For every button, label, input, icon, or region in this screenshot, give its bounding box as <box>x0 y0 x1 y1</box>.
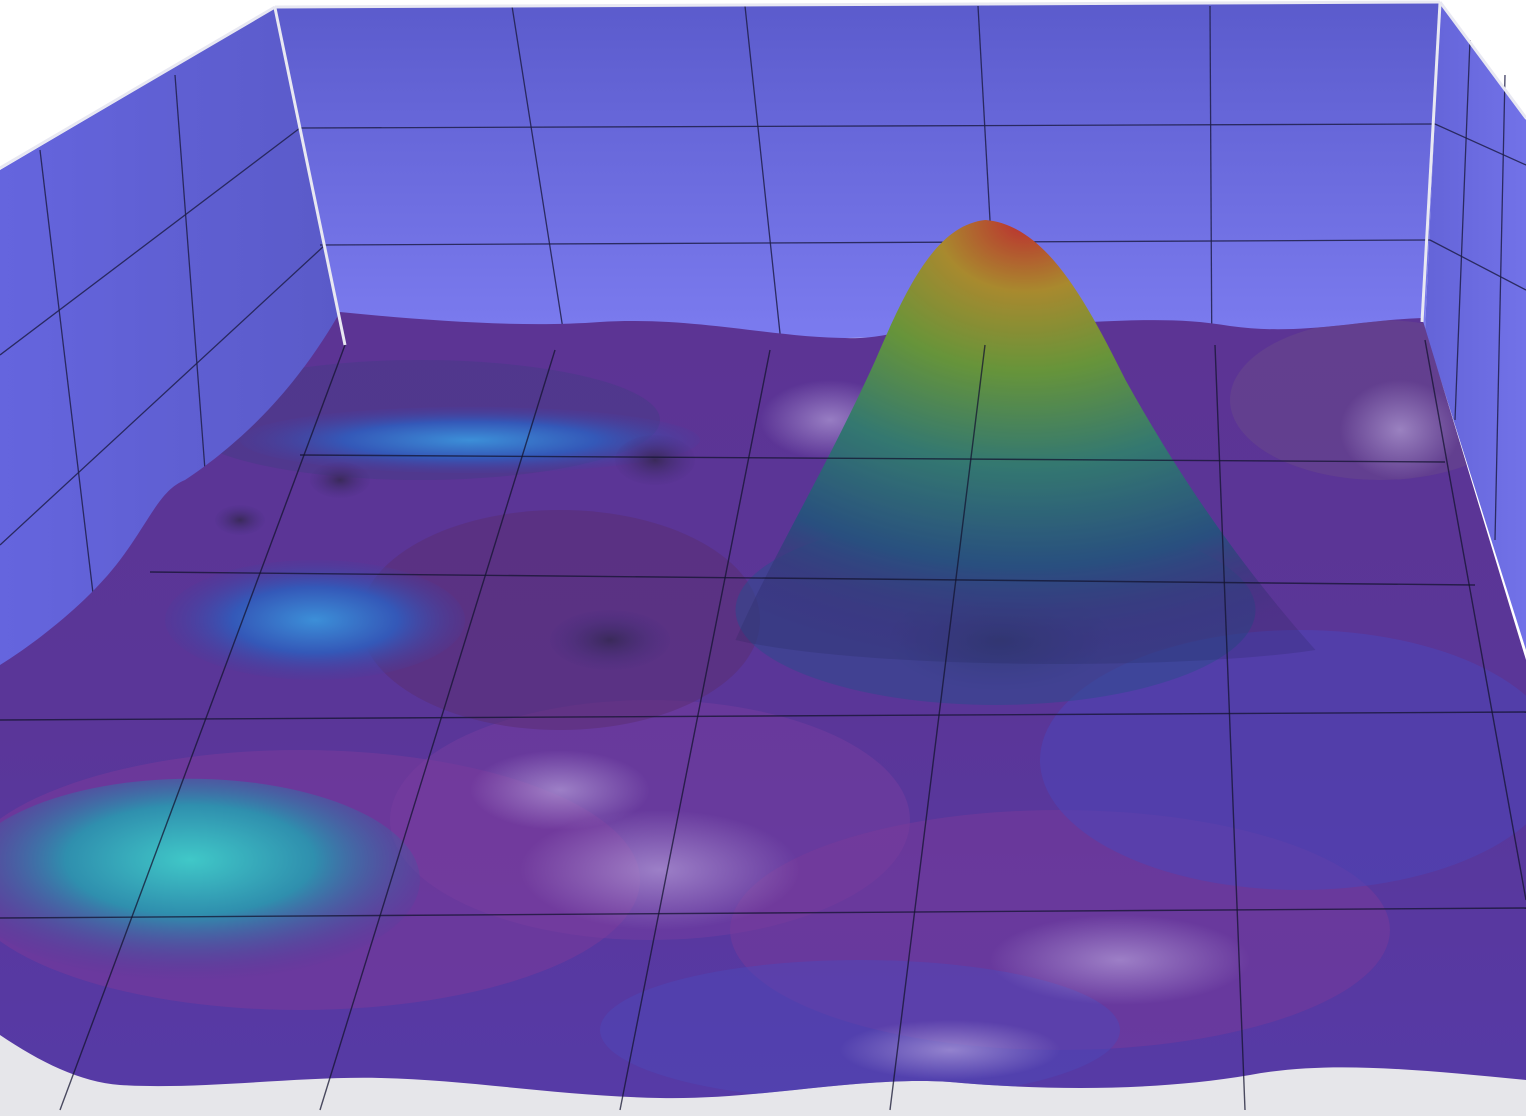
surface-shadow-0 <box>615 435 695 485</box>
floor-vline-4 <box>1214 344 1246 1111</box>
surface-glare-0 <box>520 810 800 930</box>
main-peak-shade <box>735 220 1316 664</box>
main-peak <box>735 220 1316 664</box>
peak-front-left <box>0 778 420 982</box>
surface-patch-4 <box>1040 630 1526 890</box>
data-surface <box>0 220 1526 1099</box>
surface-patch-3 <box>360 510 760 730</box>
left-wall <box>0 8 345 690</box>
back-wall-hline-1 <box>319 239 1431 246</box>
surface-shadow-1 <box>310 462 370 498</box>
floor-vline-0 <box>59 344 346 1111</box>
back-wall <box>275 3 1440 345</box>
back-wall-vline-3 <box>1209 5 1213 341</box>
plot-walls <box>0 3 1526 690</box>
left-wall-vline-1 <box>39 149 96 611</box>
right-wall <box>1425 3 1526 650</box>
right-wall-hline-0 <box>1434 123 1526 166</box>
surface-shadow-4 <box>550 610 670 670</box>
left-back-edge <box>273 7 347 346</box>
wall-edges <box>0 0 1526 346</box>
back-wall-hline-0 <box>299 123 1436 129</box>
left-wall-vline-0 <box>174 74 206 471</box>
right-wall-vline-0 <box>1454 39 1471 421</box>
surface-glare-5 <box>1340 380 1460 480</box>
right-back-edge <box>1420 2 1442 323</box>
peak-left-mid <box>165 560 465 680</box>
right-wall-hline-1 <box>1429 239 1526 291</box>
surface-glare-2 <box>990 915 1250 1005</box>
top-right-edge <box>1438 1 1526 119</box>
floor-hline-1 <box>149 571 1476 586</box>
top-back-edge <box>274 0 1441 9</box>
floor-vline-3 <box>889 344 986 1111</box>
back-wall-vline-0 <box>511 5 566 341</box>
top-left-edge <box>0 5 276 170</box>
floor-hline-2 <box>0 711 1526 721</box>
floor-gridlines <box>0 339 1526 1111</box>
surface-shading <box>0 320 1526 1099</box>
floor-hline-0 <box>299 454 1446 463</box>
floor-hline-3 <box>0 907 1526 919</box>
floor-vline-5 <box>1424 339 1526 901</box>
left-wall-hline-1 <box>0 244 326 546</box>
floor-vline-1 <box>319 349 556 1111</box>
wall-gridlines <box>0 5 1526 611</box>
back-wall-vline-1 <box>744 5 782 341</box>
floor-vline-2 <box>619 349 771 1111</box>
surface-shadow-2 <box>215 505 265 535</box>
left-wall-hline-0 <box>0 127 301 356</box>
right-wall-vline-1 <box>1494 74 1506 541</box>
surface-glare-3 <box>840 1020 1060 1080</box>
surface-glare-1 <box>470 750 650 830</box>
